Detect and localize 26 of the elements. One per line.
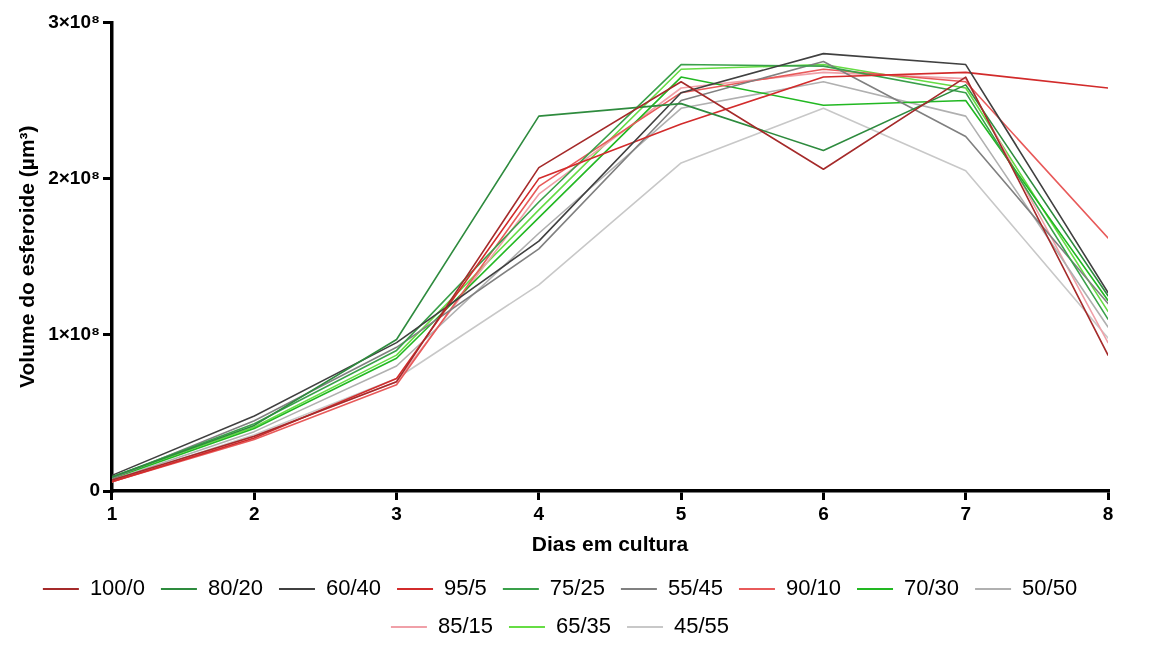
x-axis-title: Dias em cultura	[531, 532, 689, 556]
legend-label: 75/25	[549, 575, 605, 601]
legend-label: 45/55	[674, 613, 730, 639]
y-tick-label: 1×10⁸	[48, 323, 100, 345]
x-tick-label: 5	[675, 502, 687, 524]
x-tick-label: 3	[391, 502, 402, 524]
x-tick-label: 4	[533, 502, 545, 524]
legend-label: 55/45	[667, 575, 723, 601]
legend-label: 65/35	[555, 613, 612, 639]
legend-label: 100/0	[89, 575, 145, 601]
legend-label: 95/5	[444, 575, 487, 601]
legend-label: 90/10	[785, 575, 842, 601]
y-axis-title: Volume do esferoide (µm³)	[15, 125, 39, 388]
legend-label: 70/30	[904, 575, 960, 601]
legend-label: 80/20	[207, 575, 263, 601]
x-tick-label: 2	[248, 502, 260, 524]
y-tick-label: 3×10⁸	[48, 10, 100, 32]
x-tick-label: 1	[106, 502, 118, 524]
legend-label: 50/50	[1022, 575, 1078, 601]
x-tick-label: 6	[818, 502, 829, 524]
legend-label: 60/40	[325, 575, 382, 601]
y-tick-label: 2×10⁸	[48, 166, 100, 188]
y-tick-label: 0	[89, 479, 100, 501]
legend-label: 85/15	[437, 613, 493, 639]
x-tick-label: 7	[960, 502, 971, 524]
x-tick-label: 8	[1102, 502, 1114, 524]
